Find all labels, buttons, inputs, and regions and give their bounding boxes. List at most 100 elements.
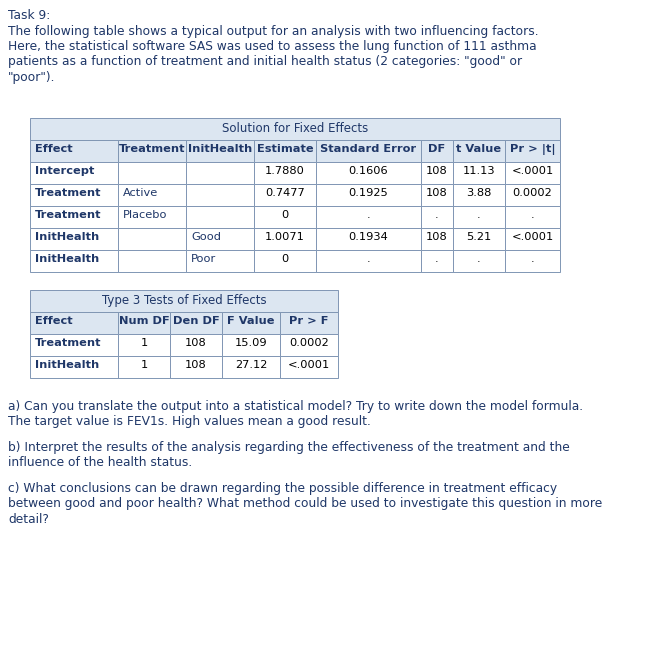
Text: .: . <box>531 210 534 220</box>
Bar <box>30 140 118 162</box>
Text: Treatment: Treatment <box>35 338 101 348</box>
Text: 1: 1 <box>140 338 148 348</box>
Text: between good and poor health? What method could be used to investigate this ques: between good and poor health? What metho… <box>8 498 602 510</box>
Text: Active: Active <box>123 188 158 198</box>
Text: Treatment: Treatment <box>35 210 101 220</box>
Text: Treatment: Treatment <box>118 144 185 154</box>
Bar <box>453 228 505 250</box>
Text: Num DF: Num DF <box>118 316 169 326</box>
Text: InitHealth: InitHealth <box>35 232 99 242</box>
Bar <box>170 334 222 356</box>
Text: .: . <box>367 210 370 220</box>
Text: Task 9:: Task 9: <box>8 9 50 22</box>
Bar <box>505 140 560 162</box>
Bar <box>316 184 421 206</box>
Text: <.0001: <.0001 <box>511 166 553 176</box>
Bar <box>254 206 316 228</box>
Text: b) Interpret the results of the analysis regarding the effectiveness of the trea: b) Interpret the results of the analysis… <box>8 441 570 454</box>
Text: c) What conclusions can be drawn regarding the possible difference in treatment : c) What conclusions can be drawn regardi… <box>8 482 557 495</box>
Bar <box>30 162 118 184</box>
Text: 1.0071: 1.0071 <box>265 232 305 242</box>
Text: Here, the statistical software SAS was used to assess the lung function of 111 a: Here, the statistical software SAS was u… <box>8 40 537 53</box>
Bar <box>316 140 421 162</box>
Text: .: . <box>367 254 370 264</box>
Bar <box>118 206 186 228</box>
Text: 0.0002: 0.0002 <box>512 188 552 198</box>
Text: 5.21: 5.21 <box>466 232 492 242</box>
Text: 1.7880: 1.7880 <box>265 166 305 176</box>
Bar <box>118 184 186 206</box>
Text: 1: 1 <box>140 360 148 370</box>
Bar <box>118 356 170 378</box>
Bar <box>280 334 338 356</box>
Text: 11.13: 11.13 <box>463 166 495 176</box>
Text: Intercept: Intercept <box>35 166 95 176</box>
Text: The following table shows a typical output for an analysis with two influencing : The following table shows a typical outp… <box>8 24 539 38</box>
Bar <box>505 162 560 184</box>
Text: 27.12: 27.12 <box>235 360 267 370</box>
Bar <box>453 206 505 228</box>
Bar <box>505 250 560 272</box>
Text: 0.0002: 0.0002 <box>289 338 329 348</box>
Bar <box>186 184 254 206</box>
Text: .: . <box>435 254 439 264</box>
Text: InitHealth: InitHealth <box>35 254 99 264</box>
Bar <box>186 140 254 162</box>
Text: Pr > F: Pr > F <box>289 316 329 326</box>
Bar <box>254 184 316 206</box>
Text: 3.88: 3.88 <box>466 188 492 198</box>
Bar <box>505 206 560 228</box>
Bar <box>118 162 186 184</box>
Bar <box>30 250 118 272</box>
Bar <box>280 312 338 334</box>
Bar <box>30 356 118 378</box>
Bar <box>118 228 186 250</box>
Text: 108: 108 <box>426 166 448 176</box>
Text: a) Can you translate the output into a statistical model? Try to write down the : a) Can you translate the output into a s… <box>8 400 583 413</box>
Text: DF: DF <box>428 144 446 154</box>
Text: 0: 0 <box>281 254 289 264</box>
Bar <box>170 356 222 378</box>
Text: Estimate: Estimate <box>257 144 313 154</box>
Bar <box>453 162 505 184</box>
Text: 0.1934: 0.1934 <box>349 232 389 242</box>
Bar <box>453 140 505 162</box>
Text: Placebo: Placebo <box>123 210 167 220</box>
Bar <box>30 118 560 140</box>
Bar <box>254 140 316 162</box>
Bar <box>30 334 118 356</box>
Bar <box>186 162 254 184</box>
Bar <box>316 162 421 184</box>
Text: InitHealth: InitHealth <box>188 144 252 154</box>
Bar <box>421 250 453 272</box>
Text: t Value: t Value <box>456 144 502 154</box>
Text: Solution for Fixed Effects: Solution for Fixed Effects <box>222 122 368 135</box>
Text: Den DF: Den DF <box>173 316 219 326</box>
Bar <box>254 162 316 184</box>
Bar <box>170 312 222 334</box>
Bar <box>316 228 421 250</box>
Text: "poor").: "poor"). <box>8 71 56 84</box>
Text: 0: 0 <box>281 210 289 220</box>
Text: detail?: detail? <box>8 513 49 526</box>
Text: InitHealth: InitHealth <box>35 360 99 370</box>
Text: 108: 108 <box>426 188 448 198</box>
Text: 0.1925: 0.1925 <box>349 188 389 198</box>
Bar <box>421 206 453 228</box>
Text: <.0001: <.0001 <box>511 232 553 242</box>
Bar <box>421 228 453 250</box>
Text: Pr > |t|: Pr > |t| <box>510 144 555 155</box>
Text: Treatment: Treatment <box>35 188 101 198</box>
Bar <box>118 312 170 334</box>
Text: Poor: Poor <box>191 254 216 264</box>
Bar <box>453 250 505 272</box>
Text: F Value: F Value <box>227 316 275 326</box>
Bar <box>453 184 505 206</box>
Bar <box>30 312 118 334</box>
Text: 108: 108 <box>185 338 207 348</box>
Text: patients as a function of treatment and initial health status (2 categories: "go: patients as a function of treatment and … <box>8 56 522 69</box>
Text: .: . <box>477 254 481 264</box>
Bar <box>222 356 280 378</box>
Bar <box>505 228 560 250</box>
Bar <box>316 206 421 228</box>
